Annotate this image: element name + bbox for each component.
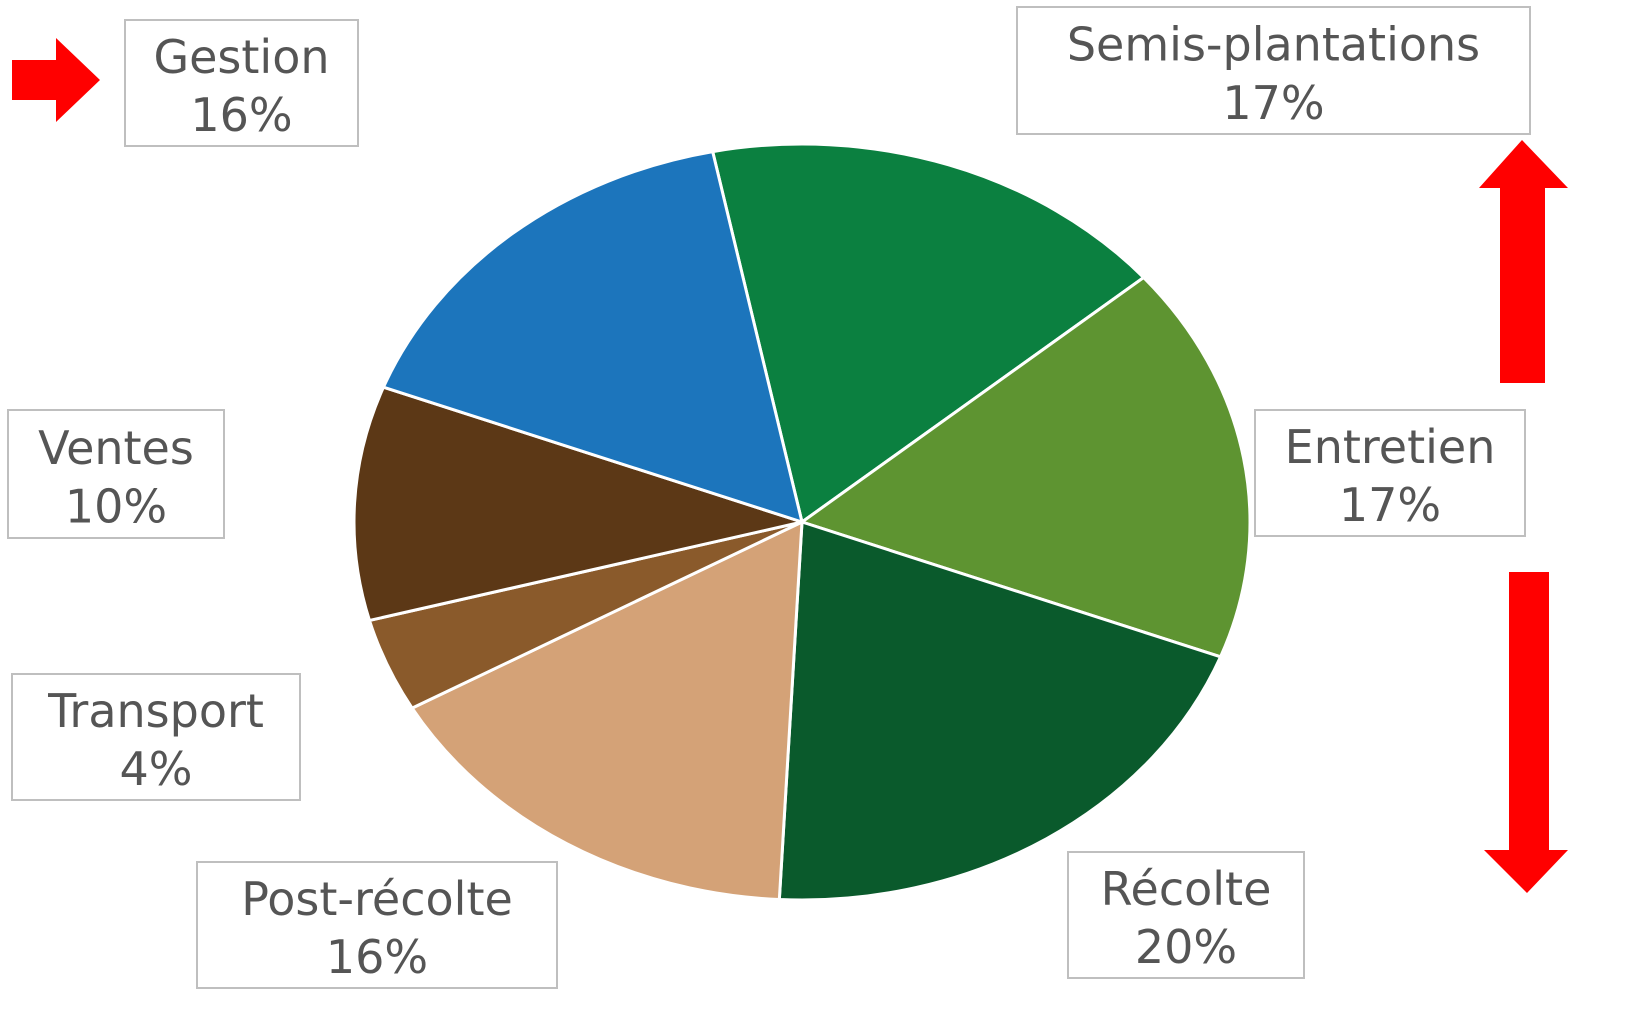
data-label-box [124, 19, 359, 147]
data-label-value: 16% [190, 88, 292, 142]
pie-slice-ventes [352, 385, 804, 622]
data-label-value: 17% [1339, 478, 1441, 532]
slice-labels: Semis-plantations17%Entretien17%Récolte2… [7, 6, 1531, 989]
data-label-box [1254, 409, 1526, 537]
up-arrow [1479, 140, 1568, 383]
pie-slice-r-colte [777, 520, 1223, 902]
data-label-box [11, 673, 301, 801]
data-label-value: 4% [120, 742, 193, 796]
data-label-value: 10% [65, 480, 167, 534]
data-label-box [196, 861, 558, 989]
data-label-category: Semis-plantations [1067, 17, 1480, 71]
pie-slice-gestion [381, 150, 804, 524]
down-arrow [1484, 572, 1568, 893]
pie-slice-entretien [800, 276, 1252, 659]
data-label-category: Transport [47, 684, 264, 738]
pie-slices [352, 142, 1252, 902]
annotation-arrows [12, 38, 1568, 893]
data-label-category: Ventes [38, 421, 194, 475]
data-label-value: 20% [1135, 920, 1237, 974]
data-label-category: Gestion [153, 30, 329, 84]
data-label-category: Récolte [1101, 862, 1272, 916]
data-label-box [1067, 851, 1305, 979]
data-label-value: 17% [1222, 76, 1324, 130]
data-label-box [1016, 6, 1531, 135]
data-label-category: Post-récolte [241, 872, 513, 926]
data-label-category: Entretien [1285, 420, 1496, 474]
pie-slice-semis-plantations [711, 142, 1146, 524]
data-label-box [7, 409, 225, 539]
pie-slice-post-r-colte [410, 520, 804, 902]
gestion-arrow [12, 38, 100, 122]
data-label-value: 16% [326, 930, 428, 984]
